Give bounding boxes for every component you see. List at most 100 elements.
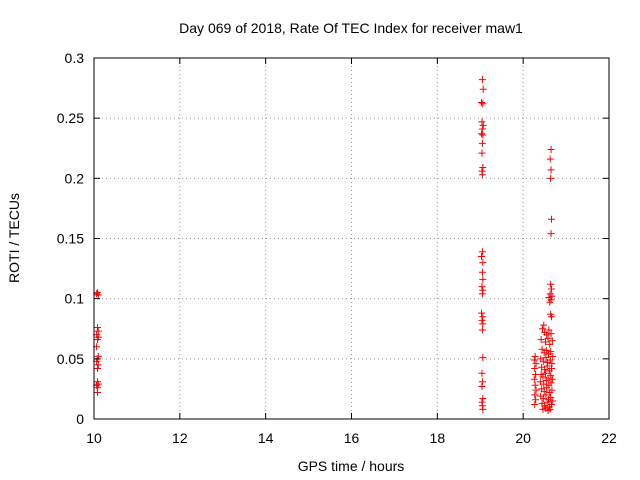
data-point	[531, 401, 539, 409]
data-point	[530, 356, 538, 364]
data-point	[545, 326, 553, 334]
data-point	[547, 280, 555, 288]
data-point	[547, 215, 555, 223]
data-point	[478, 253, 486, 261]
data-point	[531, 364, 539, 372]
data-point	[542, 376, 550, 384]
data-point	[93, 364, 101, 372]
data-point	[547, 313, 555, 321]
data-point	[532, 396, 540, 404]
data-point	[478, 76, 486, 84]
data-point	[548, 337, 556, 345]
data-point	[547, 174, 555, 182]
data-point	[547, 330, 555, 338]
data-point	[541, 369, 549, 377]
data-point	[478, 326, 486, 334]
data-point	[547, 364, 555, 372]
data-point	[543, 384, 551, 392]
data-point	[93, 336, 101, 344]
data-point	[546, 155, 554, 163]
data-point	[478, 171, 486, 179]
data-point	[546, 405, 554, 413]
x-tick-label: 22	[601, 430, 617, 446]
data-point	[542, 346, 550, 354]
data-point	[539, 373, 547, 381]
data-point	[478, 99, 486, 107]
data-point	[547, 166, 555, 174]
data-point	[531, 352, 539, 360]
data-point	[479, 405, 487, 413]
data-point	[538, 345, 546, 353]
data-point	[93, 324, 101, 332]
data-point	[478, 290, 486, 298]
data-point	[478, 309, 486, 317]
data-point	[546, 356, 554, 364]
data-point	[478, 149, 486, 157]
x-tick-label: 16	[344, 430, 360, 446]
data-point	[542, 391, 550, 399]
data-point	[548, 292, 556, 300]
data-point	[543, 398, 551, 406]
data-point	[479, 100, 487, 108]
data-point	[537, 336, 545, 344]
data-point	[539, 357, 547, 365]
data-point	[478, 268, 486, 276]
data-point	[544, 334, 552, 342]
data-point	[478, 125, 486, 133]
y-axis-label: ROTI / TECUs	[6, 193, 22, 283]
data-point	[479, 320, 487, 328]
data-point	[547, 348, 555, 356]
x-tick-label: 20	[515, 430, 531, 446]
data-point	[94, 361, 102, 369]
data-point	[478, 383, 486, 391]
data-point	[548, 386, 556, 394]
data-point	[478, 130, 486, 138]
data-point	[478, 369, 486, 377]
data-point	[478, 139, 486, 147]
y-tick-label: 0.15	[57, 231, 84, 247]
data-point	[479, 259, 487, 267]
data-point	[549, 352, 557, 360]
data-point	[94, 327, 102, 335]
y-tick-label: 0.25	[57, 110, 84, 126]
x-tick-labels: 10 12 14 16 18 20 22	[86, 430, 617, 446]
data-point	[547, 372, 555, 380]
data-point	[478, 118, 486, 126]
x-tick-label: 12	[172, 430, 188, 446]
data-point	[479, 313, 487, 321]
data-point	[479, 85, 487, 93]
y-tick-label: 0.2	[65, 170, 85, 186]
data-point	[478, 248, 486, 256]
data-point	[478, 283, 486, 291]
data-point	[541, 366, 549, 374]
grid-lines	[94, 58, 609, 419]
data-point	[547, 379, 555, 387]
chart-title: Day 069 of 2018, Rate Of TEC Index for r…	[179, 20, 523, 36]
data-point	[547, 285, 555, 293]
y-tick-labels: 0 0.05 0.1 0.15 0.2 0.25 0.3	[57, 50, 84, 427]
data-point	[479, 354, 487, 362]
data-point	[93, 389, 101, 397]
data-point	[548, 375, 556, 383]
data-point	[94, 380, 102, 388]
data-point	[479, 275, 487, 283]
data-point	[94, 291, 102, 299]
data-point	[549, 397, 557, 405]
data-point	[532, 360, 540, 368]
data-point	[547, 145, 555, 153]
y-tick-label: 0.05	[57, 351, 84, 367]
data-point	[542, 354, 550, 362]
data-point	[530, 375, 538, 383]
data-point	[543, 362, 551, 370]
data-point	[479, 131, 487, 139]
data-point	[539, 395, 547, 403]
data-point	[479, 395, 487, 403]
data-point	[531, 381, 539, 389]
data-point	[547, 230, 555, 238]
data-point	[540, 387, 548, 395]
data-point	[479, 121, 487, 129]
y-tick-label: 0.3	[65, 50, 85, 66]
axis-ticks	[93, 57, 610, 420]
data-point	[531, 391, 539, 399]
